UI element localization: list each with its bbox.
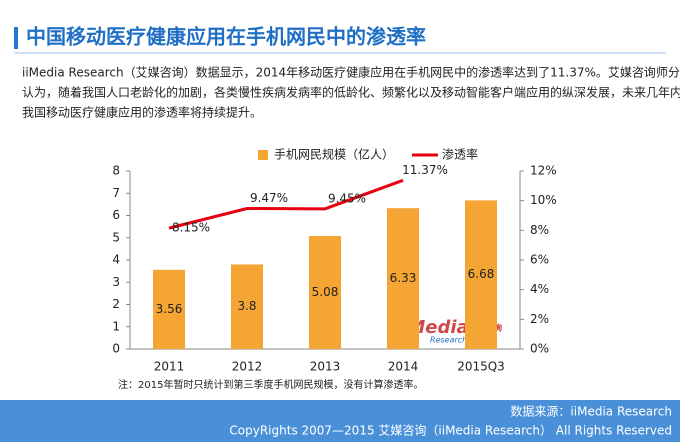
line-value-label: 9.45% <box>328 191 366 205</box>
y-tick-label: 3 <box>112 275 120 289</box>
bar <box>153 269 185 349</box>
y2-tick-label: 8% <box>530 223 549 237</box>
note: 注：2015年暂时只统计到第三季度手机网民规模，没有计算渗透率。 <box>118 378 423 391</box>
y2-tick-label: 0% <box>530 342 549 356</box>
x-tick-label: 2015Q3 <box>457 360 505 374</box>
y-tick-label: 1 <box>112 319 120 333</box>
line-value-label: 8.15% <box>172 221 210 235</box>
legend-label: 手机网民规模（亿人） <box>274 147 394 162</box>
y2-tick-label: 6% <box>530 253 549 267</box>
y-tick-label: 7 <box>112 186 120 200</box>
bar-value-label: 3.8 <box>237 299 256 313</box>
y-tick-label: 8 <box>112 164 120 178</box>
y-tick-label: 5 <box>112 230 120 244</box>
title-bar <box>14 27 18 49</box>
bar-value-label: 3.56 <box>156 302 183 316</box>
footer-band <box>0 400 680 442</box>
bar <box>465 200 497 349</box>
bar <box>387 208 419 349</box>
bar <box>231 264 263 349</box>
footer-source: 数据来源：iiMedia Research <box>510 404 672 419</box>
x-tick-label: 2013 <box>310 360 341 374</box>
footer-copyright: CopyRights 2007—2015 艾媒咨询（iiMedia Resear… <box>229 423 672 438</box>
line-value-label: 11.37% <box>402 163 448 177</box>
slide-title: 中国移动医疗健康应用在手机网民中的渗透率 <box>26 25 426 49</box>
bar-value-label: 5.08 <box>312 285 339 299</box>
x-tick-label: 2014 <box>388 360 419 374</box>
bar <box>309 235 341 349</box>
x-tick-label: 2011 <box>154 360 185 374</box>
x-tick-label: 2012 <box>232 360 263 374</box>
line-value-label: 9.47% <box>250 191 288 205</box>
y-tick-label: 0 <box>112 342 120 356</box>
y-tick-label: 6 <box>112 208 120 222</box>
bar-value-label: 6.33 <box>390 271 417 285</box>
bar-value-label: 6.68 <box>468 267 495 281</box>
legend-label: 渗透率 <box>442 147 478 162</box>
y2-tick-label: 12% <box>530 164 557 178</box>
y-tick-label: 4 <box>112 253 120 267</box>
paragraph-line: iiMedia Research（艾媒咨询）数据显示，2014年移动医疗健康应用… <box>22 65 680 80</box>
paragraph-line: 我国移动医疗健康应用的渗透率将持续提升。 <box>22 105 262 120</box>
y2-tick-label: 4% <box>530 282 549 296</box>
paragraph-line: 认为，随着我国人口老龄化的加剧，各类慢性疾病发病率的低龄化、频繁化以及移动智能客… <box>22 85 680 100</box>
line <box>168 178 404 230</box>
y2-tick-label: 2% <box>530 312 549 326</box>
y-tick-label: 2 <box>112 297 120 311</box>
y2-tick-label: 10% <box>530 193 557 207</box>
legend-swatch <box>258 150 268 160</box>
watermark-sub: Research <box>430 336 467 345</box>
